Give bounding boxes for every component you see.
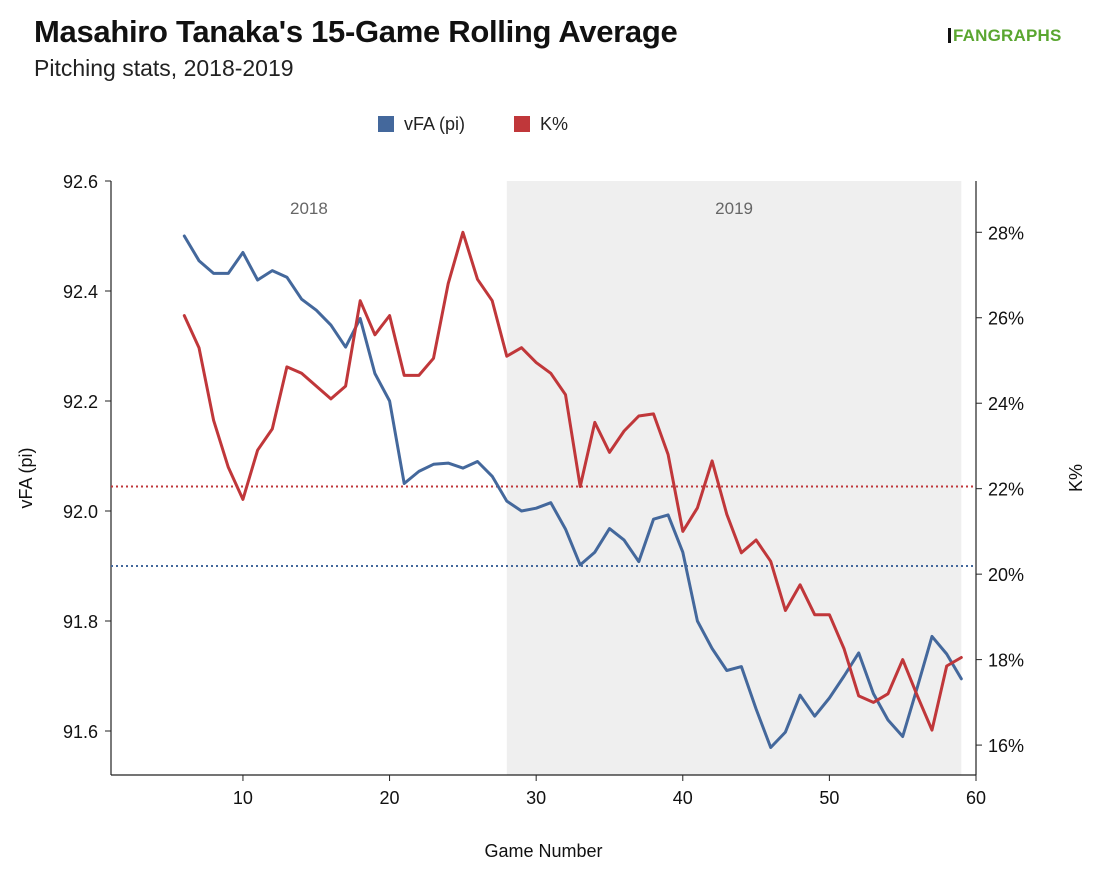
region-label-2019: 2019: [715, 199, 753, 218]
y-left-tick-label: 92.6: [63, 172, 98, 192]
fangraphs-logo: FANGRAPHS: [948, 26, 1062, 46]
legend-label-kpct: K%: [540, 114, 569, 134]
y-right-tick-label: 26%: [988, 309, 1024, 329]
logo-text: FANGRAPHS: [953, 26, 1062, 45]
legend-item-kpct[interactable]: K%: [514, 114, 568, 135]
y-right-tick-label: 20%: [988, 565, 1024, 585]
legend-swatch-kpct: [514, 116, 530, 132]
x-tick-label: 10: [233, 788, 253, 808]
x-tick-label: 30: [526, 788, 546, 808]
y-right-tick-label: 16%: [988, 736, 1024, 756]
y-right-tick-label: 24%: [988, 394, 1024, 414]
y-left-tick-label: 91.8: [63, 612, 98, 632]
logo-mark-icon: [948, 28, 951, 43]
y-right-tick-label: 28%: [988, 223, 1024, 243]
region-label-2018: 2018: [290, 199, 328, 218]
x-tick-label: 60: [966, 788, 986, 808]
y-right-tick-label: 22%: [988, 480, 1024, 500]
y-left-tick-label: 92.2: [63, 392, 98, 412]
x-axis-label: Game Number: [484, 841, 602, 861]
series-line-kpct: [182, 230, 963, 732]
series-line-vfa: [182, 234, 963, 749]
chart-subtitle: Pitching stats, 2018-2019: [34, 55, 294, 81]
y-left-tick-label: 92.0: [63, 502, 98, 522]
x-tick-label: 40: [673, 788, 693, 808]
chart-title: Masahiro Tanaka's 15-Game Rolling Averag…: [34, 14, 678, 49]
y-left-tick-label: 91.6: [63, 722, 98, 742]
y-axis-left-label: vFA (pi): [16, 447, 36, 508]
y-right-tick-label: 18%: [988, 651, 1024, 671]
region-band-2019: [506, 181, 962, 775]
y-axis-right-label: K%: [1066, 464, 1086, 492]
x-tick-label: 50: [819, 788, 839, 808]
legend-label-vfa: vFA (pi): [404, 114, 466, 134]
y-left-tick-label: 92.4: [63, 282, 98, 302]
x-tick-label: 20: [380, 788, 400, 808]
legend-swatch-vfa: [378, 116, 394, 132]
legend-item-vfa[interactable]: vFA (pi): [378, 114, 465, 135]
